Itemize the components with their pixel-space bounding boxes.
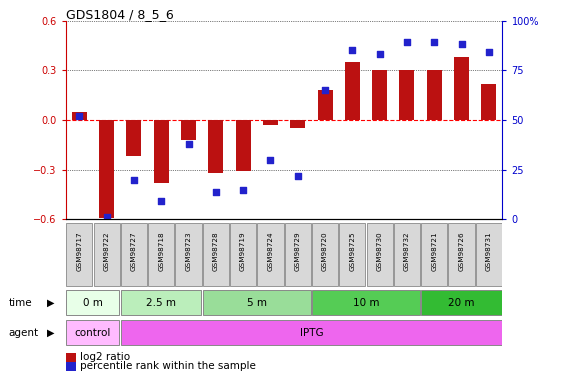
Text: ▶: ▶ <box>47 328 55 338</box>
Text: 2.5 m: 2.5 m <box>146 298 176 308</box>
Point <box>484 50 493 55</box>
Point <box>320 87 329 93</box>
Bar <box>208 120 223 173</box>
FancyBboxPatch shape <box>421 290 502 315</box>
Point <box>266 157 275 163</box>
Bar <box>181 120 196 140</box>
Text: GSM98729: GSM98729 <box>295 231 301 271</box>
Text: percentile rank within the sample: percentile rank within the sample <box>80 362 256 371</box>
FancyBboxPatch shape <box>94 223 120 286</box>
Bar <box>99 120 114 218</box>
Bar <box>154 120 168 183</box>
Bar <box>236 120 251 171</box>
Text: GSM98717: GSM98717 <box>77 231 82 271</box>
Text: GSM98721: GSM98721 <box>431 231 437 271</box>
Point <box>211 189 220 195</box>
FancyBboxPatch shape <box>175 223 202 286</box>
Text: GSM98719: GSM98719 <box>240 231 246 271</box>
Text: log2 ratio: log2 ratio <box>80 352 130 362</box>
Bar <box>317 90 332 120</box>
Point <box>102 214 111 220</box>
Text: GSM98727: GSM98727 <box>131 231 137 271</box>
Text: control: control <box>75 328 111 338</box>
Bar <box>345 62 360 120</box>
Text: GSM98720: GSM98720 <box>322 231 328 271</box>
Point <box>457 42 466 48</box>
Text: GSM98728: GSM98728 <box>213 231 219 271</box>
FancyBboxPatch shape <box>148 223 174 286</box>
Text: GSM98724: GSM98724 <box>267 231 274 271</box>
Text: IPTG: IPTG <box>300 328 323 338</box>
Point <box>156 198 166 204</box>
FancyBboxPatch shape <box>448 223 475 286</box>
Point <box>130 177 139 183</box>
Point <box>239 187 248 193</box>
FancyBboxPatch shape <box>367 223 393 286</box>
Text: GSM98730: GSM98730 <box>377 231 383 271</box>
Text: GSM98725: GSM98725 <box>349 231 355 271</box>
Text: 20 m: 20 m <box>448 298 475 308</box>
FancyBboxPatch shape <box>121 223 147 286</box>
FancyBboxPatch shape <box>421 223 447 286</box>
Point <box>293 172 302 178</box>
Bar <box>372 70 387 120</box>
Text: ▶: ▶ <box>47 298 55 308</box>
FancyBboxPatch shape <box>203 223 229 286</box>
Point <box>184 141 193 147</box>
Bar <box>454 57 469 120</box>
Text: GSM98718: GSM98718 <box>158 231 164 271</box>
Text: GSM98732: GSM98732 <box>404 231 410 271</box>
Point <box>429 39 439 45</box>
FancyBboxPatch shape <box>121 290 202 315</box>
Bar <box>126 120 142 156</box>
FancyBboxPatch shape <box>230 223 256 286</box>
Point <box>348 48 357 54</box>
Text: time: time <box>9 298 32 308</box>
FancyBboxPatch shape <box>66 290 119 315</box>
FancyBboxPatch shape <box>66 320 119 345</box>
Point <box>375 51 384 57</box>
Text: GSM98722: GSM98722 <box>103 231 110 271</box>
Text: GSM98726: GSM98726 <box>459 231 465 271</box>
Text: GSM98731: GSM98731 <box>486 231 492 271</box>
Text: 0 m: 0 m <box>83 298 103 308</box>
FancyBboxPatch shape <box>284 223 311 286</box>
FancyBboxPatch shape <box>312 290 420 315</box>
Bar <box>263 120 278 125</box>
FancyBboxPatch shape <box>476 223 502 286</box>
Text: agent: agent <box>9 328 39 338</box>
Text: 5 m: 5 m <box>247 298 267 308</box>
Bar <box>290 120 305 128</box>
Text: GDS1804 / 8_5_6: GDS1804 / 8_5_6 <box>66 8 174 21</box>
Bar <box>72 112 87 120</box>
Bar <box>481 84 496 120</box>
Bar <box>400 70 415 120</box>
FancyBboxPatch shape <box>121 320 502 345</box>
FancyBboxPatch shape <box>394 223 420 286</box>
FancyBboxPatch shape <box>203 290 311 315</box>
Bar <box>427 70 442 120</box>
FancyBboxPatch shape <box>66 223 93 286</box>
FancyBboxPatch shape <box>339 223 365 286</box>
FancyBboxPatch shape <box>258 223 284 286</box>
FancyBboxPatch shape <box>312 223 338 286</box>
Point <box>75 113 84 119</box>
Point <box>403 39 412 45</box>
Text: GSM98723: GSM98723 <box>186 231 191 271</box>
Text: 10 m: 10 m <box>353 298 379 308</box>
